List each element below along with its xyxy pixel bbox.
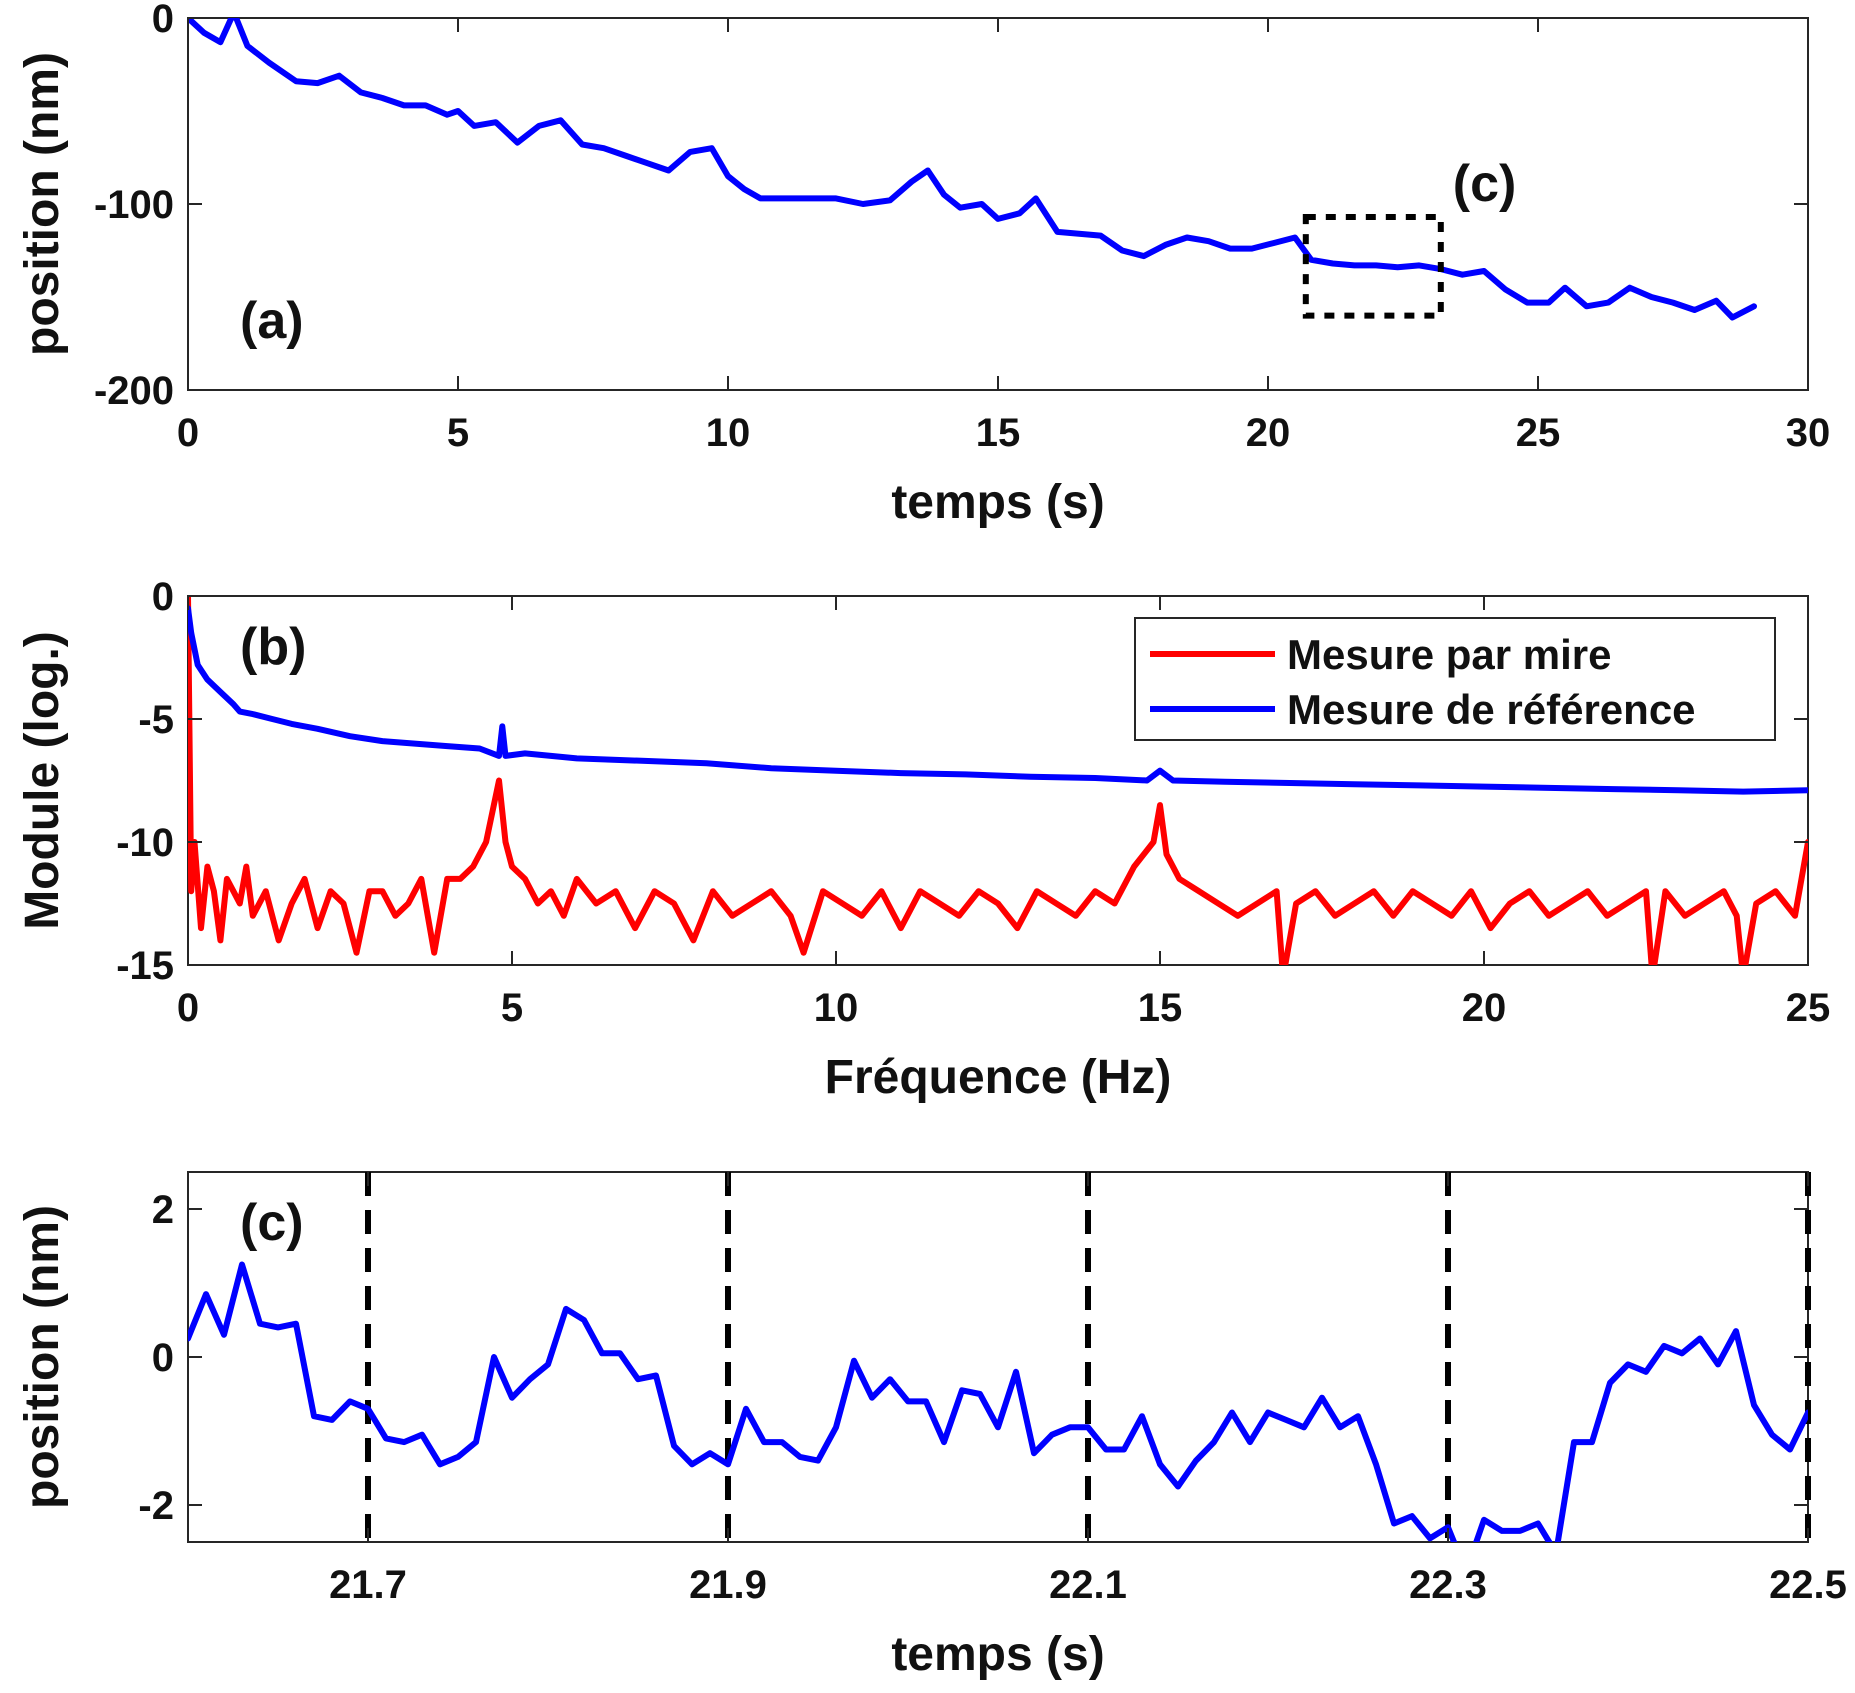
x-tick-label-a-30: 30 — [1786, 411, 1831, 455]
x-axis-label-c: temps (s) — [891, 1628, 1104, 1681]
legend-entry-mesure-par-mire: Mesure par mire — [1287, 631, 1611, 678]
panel-b: 0 5 10 15 20 25 0 -5 -10 -15 (b) Fréquence (Hz) M… — [16, 575, 1830, 1104]
y-tick-label-a-_100: -100 — [94, 183, 174, 227]
x-tick-label-c-21_7: 21.7 — [329, 1563, 407, 1607]
legend-box — [1134, 617, 1776, 741]
y-tick-label-b-_5: -5 — [138, 698, 174, 742]
series-line-b-0 — [188, 596, 1808, 965]
panel-label-b: (b) — [240, 618, 306, 676]
series-line-a-0 — [188, 18, 1757, 321]
y-tick-label-b-_10: -10 — [116, 821, 174, 865]
x-tick-label-b-25: 25 — [1786, 986, 1831, 1030]
x-tick-label-b-5: 5 — [501, 986, 523, 1030]
panel-label-a: (a) — [240, 292, 304, 350]
x-tick-label-a-5: 5 — [447, 411, 469, 455]
plot-area-a: 0 5 10 15 20 25 30 0 -100 -200 — [94, 0, 1830, 455]
y-tick-label-c-0: 0 — [152, 1336, 174, 1380]
y-axis-label-c: position (nm) — [16, 1205, 69, 1509]
zoom-box-label: (c) — [1453, 155, 1517, 213]
series-line-c-0 — [188, 1261, 1808, 1542]
legend: Mesure par mire Mesure de référence — [1134, 617, 1776, 741]
x-tick-label-b-0: 0 — [177, 986, 199, 1030]
x-tick-label-a-10: 10 — [706, 411, 751, 455]
x-tick-label-a-25: 25 — [1516, 411, 1561, 455]
panel-c: 21.7 21.9 22.1 22.3 22.5 2 0 -2 (c) temps (s) p… — [16, 1171, 1847, 1681]
series-line-b-1 — [188, 605, 1808, 795]
x-tick-label-a-20: 20 — [1246, 411, 1291, 455]
legend-entry-mesure-de-reference: Mesure de référence — [1287, 686, 1696, 733]
y-axis-label-b: Module (log.) — [16, 631, 69, 930]
zoom-box — [1302, 214, 1444, 319]
y-tick-label-b-_15: -15 — [116, 944, 174, 988]
y-axis-label-a: position (nm) — [16, 52, 69, 356]
y-tick-label-b-0: 0 — [152, 575, 174, 619]
x-tick-label-c-21_9: 21.9 — [689, 1563, 767, 1607]
x-tick-label-a-15: 15 — [976, 411, 1021, 455]
panel-label-c: (c) — [240, 1194, 304, 1252]
y-tick-label-c-_2: -2 — [138, 1484, 174, 1528]
y-tick-label-a-0: 0 — [152, 0, 174, 41]
axes-frame-a — [187, 17, 1809, 391]
x-tick-label-c-22_5: 22.5 — [1769, 1563, 1847, 1607]
panel-a: 0 5 10 15 20 25 300-100-200 (a) (c) temps (s) … — [16, 0, 1830, 529]
x-tick-label-a-0: 0 — [177, 411, 199, 455]
x-tick-label-b-20: 20 — [1462, 986, 1507, 1030]
x-tick-label-c-22_3: 22.3 — [1409, 1563, 1487, 1607]
x-tick-label-b-10: 10 — [814, 986, 859, 1030]
x-tick-label-c-22_1: 22.1 — [1049, 1563, 1127, 1607]
x-tick-label-b-15: 15 — [1138, 986, 1183, 1030]
y-tick-label-a-_200: -200 — [94, 369, 174, 413]
plot-area-b: 0 5 10 15 20 25 0 -5 -10 -15 — [116, 575, 1830, 1030]
x-axis-label-b: Fréquence (Hz) — [825, 1051, 1172, 1104]
x-axis-label-a: temps (s) — [891, 476, 1104, 529]
plot-area-c: 21.7 21.9 22.1 22.3 22.5 2 0 -2 — [138, 1172, 1847, 1607]
y-tick-label-c-2: 2 — [152, 1188, 174, 1232]
